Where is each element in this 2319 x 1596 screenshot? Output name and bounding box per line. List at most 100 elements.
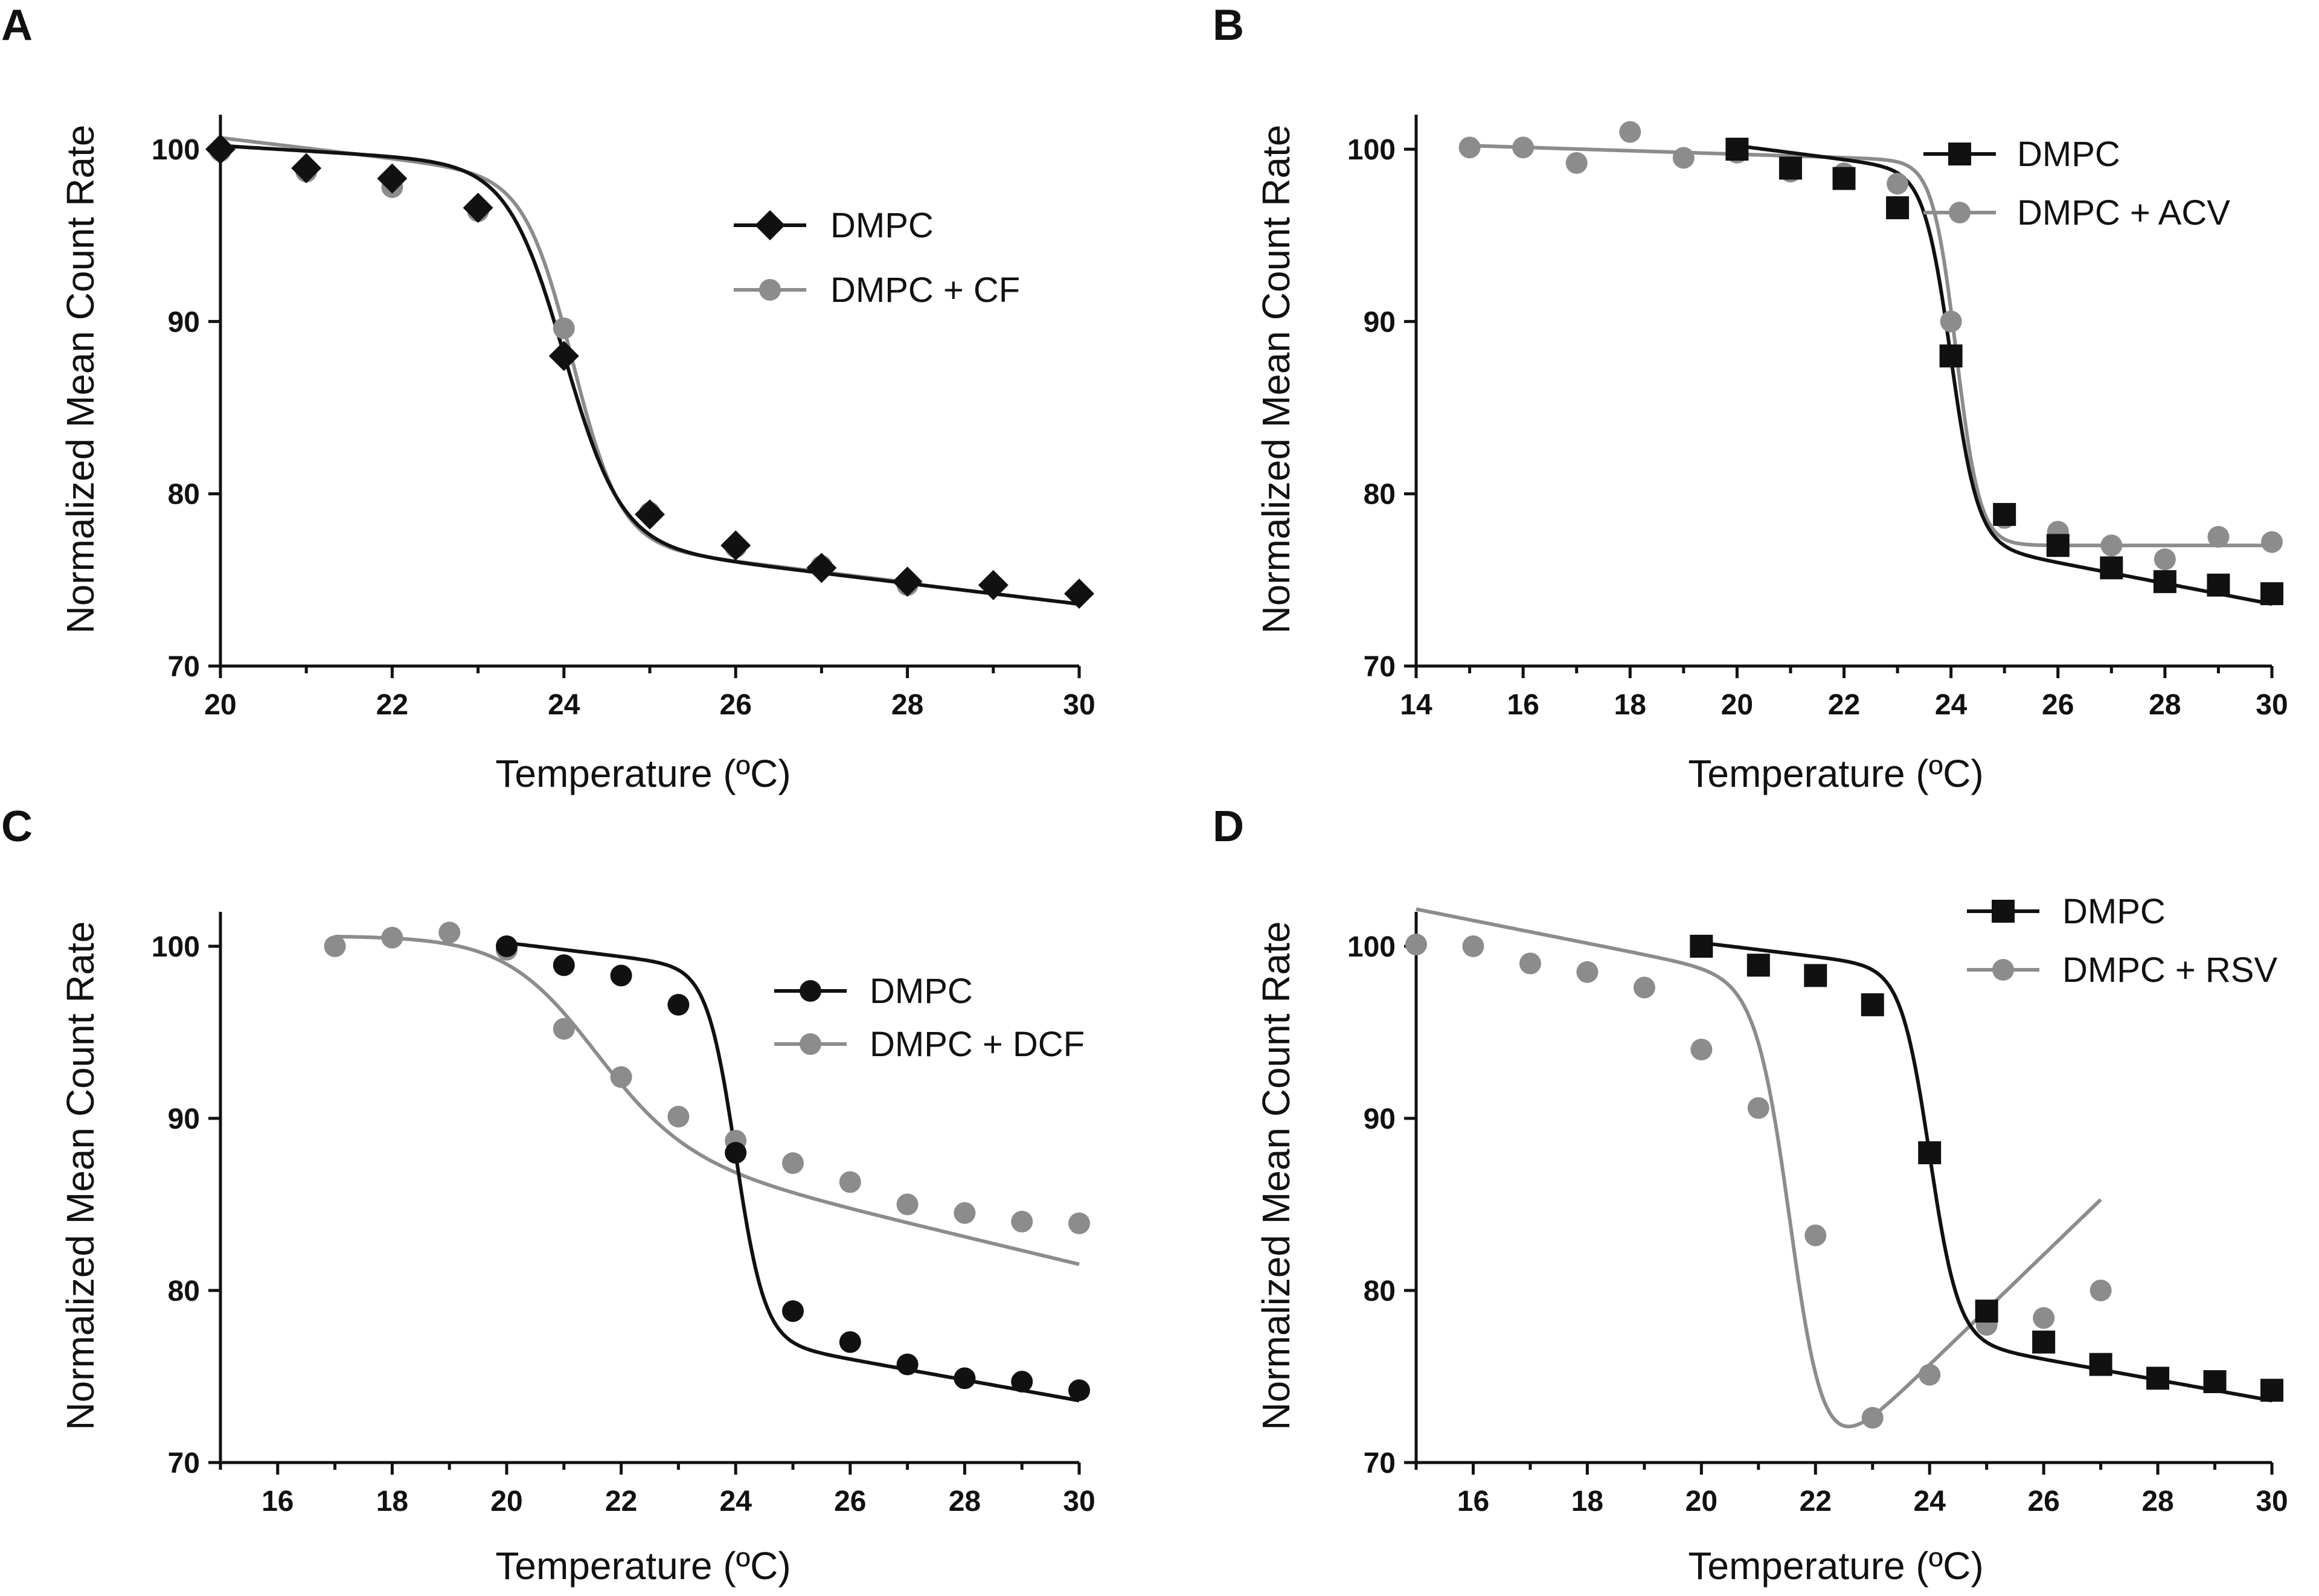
data-point-c-0-9 [1011,1371,1033,1393]
data-point-a-0-3 [463,193,493,223]
data-point-d-1-0 [1405,934,1427,956]
y-tick-label-a-0: 70 [168,651,200,683]
data-point-b-1-9 [1940,310,1962,333]
data-point-d-1-7 [1804,1224,1827,1246]
axes-d: 70 80 90 100 16 18 20 22 24 26 28 30 [1347,912,2288,1517]
legend-marker-c-0 [800,980,821,1002]
fit-line-b-1 [1469,144,2272,548]
y-tick-label-c-1: 80 [168,1275,200,1307]
x-axis-title-c: Temperature (ºC) [495,1544,791,1588]
legend-label-a-1: DMPC + CF [830,271,1020,310]
panel-a: A Normalized Mean Count Rate Temperature… [1,1,1095,795]
data-point-d-0-6 [2032,1330,2056,1354]
x-tick-label-b-5: 24 [1935,689,1968,721]
fit-line-d-0 [1701,941,2272,1403]
data-point-c-0-5 [782,1300,804,1322]
legend-swatch-a-1 [734,279,806,301]
fit-line-c-0 [506,941,1080,1403]
x-tick-label-b-0: 14 [1400,689,1432,721]
data-point-a-0-10 [1064,578,1094,609]
y-tick-label-d-0: 70 [1364,1447,1396,1479]
data-point-b-1-0 [1458,136,1481,159]
plot-d [1405,907,2283,1429]
panel-letter-d: D [1213,803,1244,851]
x-tick-label-a-2: 24 [548,689,580,721]
y-tick-label-c-2: 90 [168,1103,200,1135]
axes-a: 70 80 90 100 20 22 24 26 28 30 [152,115,1095,721]
data-point-d-0-3 [1861,993,1884,1016]
data-point-b-0-9 [2207,573,2230,597]
plot-b [1458,121,2283,606]
x-tick-label-a-1: 22 [376,689,408,721]
x-axis-title-b: Temperature (ºC) [1688,752,1983,795]
x-tick-label-c-2: 20 [490,1485,522,1517]
data-point-d-1-5 [1690,1039,1713,1060]
x-tick-label-d-1: 18 [1571,1485,1603,1517]
x-tick-label-c-5: 26 [834,1485,866,1517]
data-point-c-0-2 [610,964,632,987]
x-tick-label-a-4: 28 [891,689,923,721]
data-point-b-0-1 [1779,156,1802,180]
data-point-b-0-7 [2100,556,2123,580]
y-axis-title-d: Normalized Mean Count Rate [1254,921,1298,1430]
y-tick-label-b-1: 80 [1364,479,1396,511]
x-tick-label-b-6: 26 [2042,689,2074,721]
data-point-c-1-13 [1068,1212,1090,1234]
data-point-d-1-3 [1576,961,1599,983]
legend-swatch-c-0 [774,980,847,1002]
data-point-b-1-14 [2207,526,2230,548]
data-point-d-0-1 [1746,953,1770,977]
x-axis-title-d: Temperature (ºC) [1688,1544,1983,1588]
data-point-b-1-15 [2261,531,2283,553]
data-point-b-1-12 [2100,534,2123,557]
data-point-d-1-8 [1861,1406,1884,1429]
panel-d: D Normalized Mean Count Rate Temperature… [1213,803,2288,1588]
data-point-d-1-9 [1919,1364,1941,1386]
data-point-c-1-9 [839,1171,861,1193]
data-point-d-0-9 [2203,1370,2227,1394]
data-point-c-1-5 [610,1066,632,1088]
fit-line-b-0 [1737,144,2272,606]
x-tick-label-a-5: 30 [1063,689,1095,721]
legend-label-c-0: DMPC [870,972,973,1011]
x-tick-label-b-8: 30 [2256,689,2288,721]
x-tick-label-b-4: 22 [1828,689,1860,721]
panel-letter-a: A [1,1,33,50]
legend-marker-a-1 [759,279,781,301]
x-tick-label-d-4: 24 [1914,1485,1946,1517]
legend-swatch-d-1 [1967,959,2039,981]
legend-swatch-b-0 [1923,143,1996,165]
x-axis-title-a: Temperature (ºC) [495,752,791,795]
panel-b: B Normalized Mean Count Rate Temperature… [1213,1,2288,795]
axes-b: 70 80 90 100 14 16 18 20 22 24 26 28 30 [1347,115,2288,721]
data-point-c-0-7 [896,1353,919,1376]
data-point-b-1-3 [1619,121,1641,143]
legend-swatch-d-0 [1967,900,2039,923]
data-point-b-0-5 [1993,502,2016,526]
data-point-c-1-8 [782,1152,804,1175]
panel-letter-b: B [1213,1,1244,50]
data-point-a-0-8 [892,566,923,597]
x-tick-label-b-2: 18 [1614,689,1646,721]
legend-label-b-1: DMPC + ACV [2017,193,2230,232]
data-point-c-1-10 [896,1193,919,1216]
x-tick-label-c-4: 24 [720,1485,752,1517]
data-point-b-0-0 [1725,138,1749,161]
legend-a: DMPC DMPC + CF [734,206,1020,310]
data-point-d-1-11 [2033,1307,2055,1329]
data-point-d-0-5 [1975,1300,1998,1323]
data-point-c-1-2 [438,921,461,944]
x-tick-label-b-1: 16 [1507,689,1539,721]
data-point-d-0-2 [1804,964,1827,987]
x-tick-label-c-1: 18 [376,1485,408,1517]
data-point-c-0-4 [725,1142,747,1164]
panel-letter-c: C [1,803,33,851]
data-point-c-0-0 [496,935,518,957]
data-point-d-1-12 [2090,1280,2112,1301]
fit-line-a-0 [220,144,1080,606]
y-tick-label-d-3: 100 [1347,931,1396,963]
data-point-b-0-3 [1886,196,1910,220]
legend-label-c-1: DMPC + DCF [870,1025,1085,1064]
y-tick-label-a-2: 90 [168,306,200,338]
y-tick-label-b-0: 70 [1364,651,1396,683]
